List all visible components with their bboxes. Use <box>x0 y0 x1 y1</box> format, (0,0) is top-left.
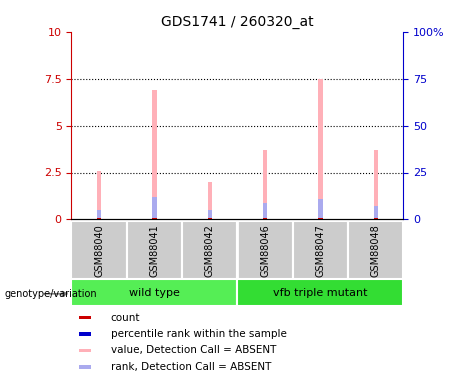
Bar <box>97 210 101 219</box>
Bar <box>152 218 157 219</box>
Text: GSM88041: GSM88041 <box>149 224 160 277</box>
Text: GSM88047: GSM88047 <box>315 224 325 277</box>
Bar <box>207 210 212 219</box>
Bar <box>263 202 267 219</box>
Bar <box>127 221 182 279</box>
Text: count: count <box>111 313 140 322</box>
Bar <box>373 206 378 219</box>
Bar <box>318 199 323 219</box>
Bar <box>237 221 293 279</box>
Text: GSM88040: GSM88040 <box>94 224 104 277</box>
Text: genotype/variation: genotype/variation <box>5 290 97 299</box>
Bar <box>79 365 91 369</box>
Bar <box>237 279 403 306</box>
Bar <box>207 182 212 219</box>
Bar <box>71 279 237 306</box>
Bar <box>318 218 323 219</box>
Bar <box>348 221 403 279</box>
Bar <box>263 150 267 219</box>
Bar <box>373 150 378 219</box>
Text: vfb triple mutant: vfb triple mutant <box>273 288 367 297</box>
Bar <box>79 332 91 336</box>
Bar <box>263 218 267 219</box>
Title: GDS1741 / 260320_at: GDS1741 / 260320_at <box>161 15 314 30</box>
Text: wild type: wild type <box>129 288 180 297</box>
Text: GSM88048: GSM88048 <box>371 224 381 277</box>
Bar <box>97 218 101 219</box>
Text: percentile rank within the sample: percentile rank within the sample <box>111 329 287 339</box>
Text: value, Detection Call = ABSENT: value, Detection Call = ABSENT <box>111 345 276 355</box>
Bar <box>71 221 127 279</box>
Bar <box>373 218 378 219</box>
Bar <box>152 197 157 219</box>
Bar <box>152 90 157 219</box>
Text: rank, Detection Call = ABSENT: rank, Detection Call = ABSENT <box>111 362 271 372</box>
Text: GSM88042: GSM88042 <box>205 224 215 277</box>
Bar <box>79 316 91 320</box>
Bar <box>97 171 101 219</box>
Bar <box>318 79 323 219</box>
Text: GSM88046: GSM88046 <box>260 224 270 277</box>
Bar <box>207 218 212 219</box>
Bar <box>79 349 91 352</box>
Bar <box>293 221 348 279</box>
Bar <box>182 221 237 279</box>
